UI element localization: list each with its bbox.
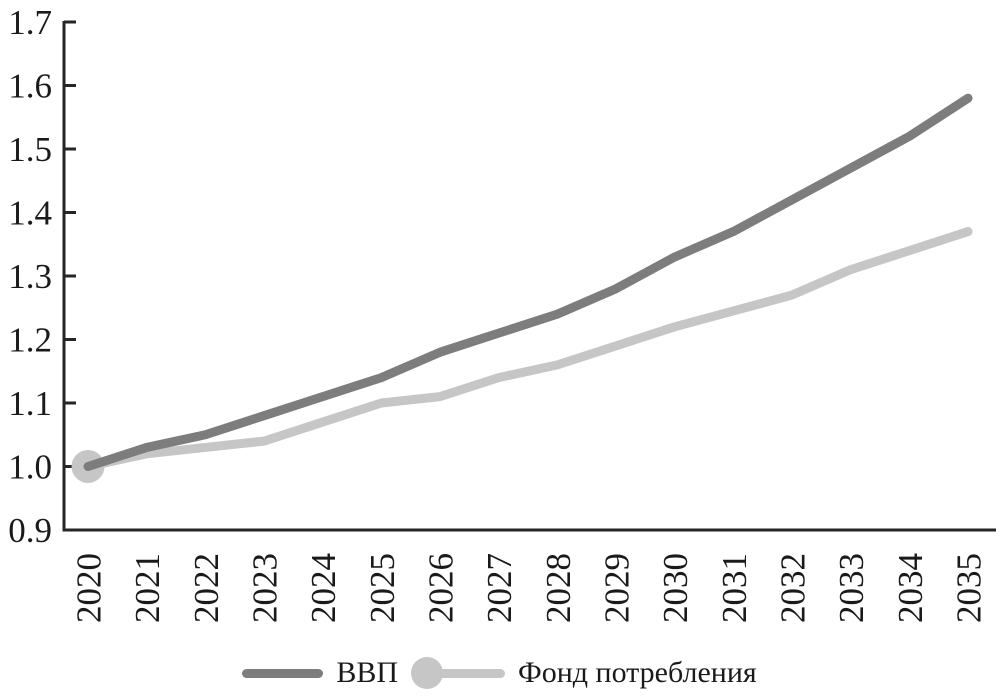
svg-text:1.2: 1.2 — [8, 321, 52, 360]
svg-text:2023: 2023 — [246, 553, 285, 623]
svg-text:1.1: 1.1 — [8, 384, 52, 423]
svg-text:1.7: 1.7 — [8, 3, 52, 42]
svg-text:0.9: 0.9 — [8, 511, 52, 550]
svg-text:1.4: 1.4 — [8, 194, 52, 233]
svg-text:2026: 2026 — [422, 553, 461, 623]
legend-label-consumption-fund: Фонд потребления — [518, 656, 757, 689]
svg-text:2033: 2033 — [832, 553, 871, 623]
svg-text:2035: 2035 — [950, 553, 989, 623]
svg-text:2034: 2034 — [891, 553, 930, 623]
svg-text:1.5: 1.5 — [8, 130, 52, 169]
svg-text:1.0: 1.0 — [8, 448, 52, 487]
svg-text:2024: 2024 — [304, 553, 343, 623]
chart-plot-area: 0.9 1.0 1.1 1.2 1.3 1.4 1.5 1.6 1.7 2020 2021 2022 2… — [8, 3, 996, 623]
consumption-fund-line-swatch — [435, 668, 505, 678]
svg-text:2030: 2030 — [656, 553, 695, 623]
svg-text:1.3: 1.3 — [8, 257, 52, 296]
legend-label-gdp: ВВП — [336, 656, 398, 689]
svg-text:1.6: 1.6 — [8, 67, 52, 106]
svg-text:2025: 2025 — [363, 553, 402, 623]
svg-text:2032: 2032 — [774, 553, 813, 623]
chart-legend: ВВП Фонд потребления — [0, 652, 999, 694]
svg-text:2022: 2022 — [187, 553, 226, 623]
svg-text:2029: 2029 — [598, 553, 637, 623]
svg-text:2027: 2027 — [480, 553, 519, 623]
svg-text:2031: 2031 — [715, 553, 754, 623]
consumption-fund-swatch — [411, 657, 505, 689]
gdp-line-swatch — [242, 668, 324, 678]
svg-text:2028: 2028 — [539, 553, 578, 623]
svg-text:2021: 2021 — [128, 553, 167, 623]
svg-text:2020: 2020 — [70, 553, 109, 623]
